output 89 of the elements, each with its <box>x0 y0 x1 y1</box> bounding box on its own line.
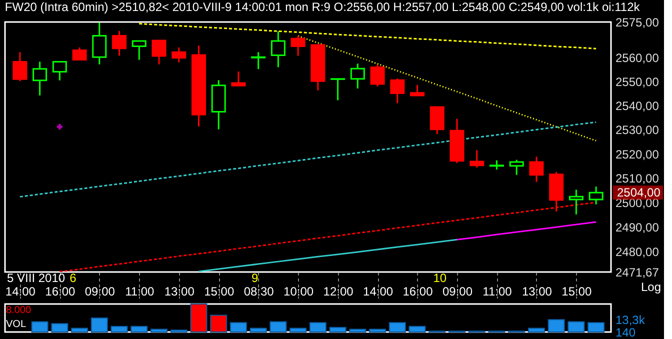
candlestick <box>509 159 524 176</box>
y-tick-label: 2480,00 <box>616 244 660 259</box>
x-tick-label: 14:00 <box>5 284 36 298</box>
y-tick-label: 13,3k <box>616 313 646 328</box>
x-tick-label: 15:00 <box>562 284 592 298</box>
bar <box>270 321 287 332</box>
candlestick <box>529 156 544 183</box>
candlestick <box>251 51 266 70</box>
y-tick-label: 2471,67 <box>616 266 660 280</box>
x-tick-label: 13:00 <box>164 284 195 298</box>
line-series <box>138 22 597 50</box>
bar <box>568 321 585 332</box>
chart-title: FW20 (Intra 60min) >2510,82< 2010-VIII-9 14:00:01 mon R:9 O:2556,00 H:2557,00 L:2548,00 C:2549,00 vol:1k oi:112k <box>4 0 641 14</box>
bar <box>388 322 406 332</box>
candlestick <box>172 46 186 64</box>
candlestick <box>350 62 365 90</box>
candlestick <box>12 51 28 82</box>
candlestick <box>568 189 584 216</box>
y-tick-label: 2575,00 <box>616 16 660 30</box>
candlestick <box>390 78 405 104</box>
candlestick <box>330 78 346 102</box>
x-tick-label: 12:00 <box>323 284 354 298</box>
candlestick <box>152 40 166 66</box>
candlestick <box>410 84 425 96</box>
line-series <box>297 35 597 142</box>
annotation: 10 <box>433 271 447 285</box>
bar <box>210 314 228 332</box>
x-tick-label: 09:00 <box>442 284 473 298</box>
y-tick-label: 2550,00 <box>616 75 660 90</box>
bar <box>290 328 307 332</box>
x-tick-label: 14:00 <box>363 284 394 298</box>
bar <box>230 322 247 332</box>
bar <box>71 328 88 332</box>
text: Log <box>640 280 662 294</box>
candlestick <box>231 70 246 86</box>
x-tick-label: 13:00 <box>522 284 552 298</box>
x-tick-label: 11:00 <box>125 284 155 298</box>
y-tick-label: 2530,00 <box>616 123 660 138</box>
x-tick-label: 08:30 <box>244 284 274 298</box>
y-tick-label: 2520,00 <box>616 147 660 162</box>
bar <box>110 326 128 332</box>
line-series <box>19 121 597 198</box>
candlestick <box>32 60 48 96</box>
bar <box>329 326 346 332</box>
line-series <box>456 221 597 240</box>
bar <box>548 319 565 332</box>
annotation: VOL <box>6 319 26 330</box>
x-tick-label: 15:00 <box>204 284 234 298</box>
candlestick <box>290 35 306 57</box>
candlestick <box>489 160 504 170</box>
candlestick <box>588 186 604 206</box>
y-tick-label: 2540,00 <box>616 99 660 114</box>
x-tick-label: 09:00 <box>84 284 116 298</box>
candlestick <box>270 30 286 68</box>
y-tick-label: 2560,00 <box>616 51 660 66</box>
candlestick <box>132 40 146 61</box>
candlestick <box>52 60 67 82</box>
bar <box>309 322 326 332</box>
bar <box>150 328 168 332</box>
x-tick-label: 11:00 <box>482 284 512 298</box>
bar <box>588 322 605 332</box>
bar <box>408 326 426 332</box>
candlestick <box>370 64 385 88</box>
candlestick <box>72 46 87 61</box>
bar <box>349 328 366 332</box>
candlestick <box>92 22 107 66</box>
y-tick-label: 140 <box>616 325 636 339</box>
annotation: 8.000 <box>6 305 32 316</box>
bar <box>250 328 267 332</box>
annotation: 6 <box>70 271 77 285</box>
annotation: 9 <box>251 271 258 285</box>
bar <box>528 328 545 332</box>
annotation: 5 VIII 2010 <box>7 271 66 285</box>
x-tick-label: 16:00 <box>402 284 434 298</box>
bar <box>90 318 108 332</box>
line-series <box>198 238 458 272</box>
bar <box>130 326 148 332</box>
candlestick <box>430 106 444 135</box>
x-tick-label: 10:00 <box>284 284 314 298</box>
candlestick <box>470 149 484 168</box>
bar <box>190 304 208 332</box>
x-tick-label: 16:00 <box>45 284 76 298</box>
text: 2504,00 <box>617 186 661 200</box>
y-tick-label: 2510,00 <box>616 172 660 186</box>
bar <box>51 323 68 332</box>
bar <box>369 328 386 332</box>
bar <box>31 321 48 332</box>
candlestick <box>112 30 127 57</box>
y-tick-label: 2490,00 <box>616 220 660 234</box>
